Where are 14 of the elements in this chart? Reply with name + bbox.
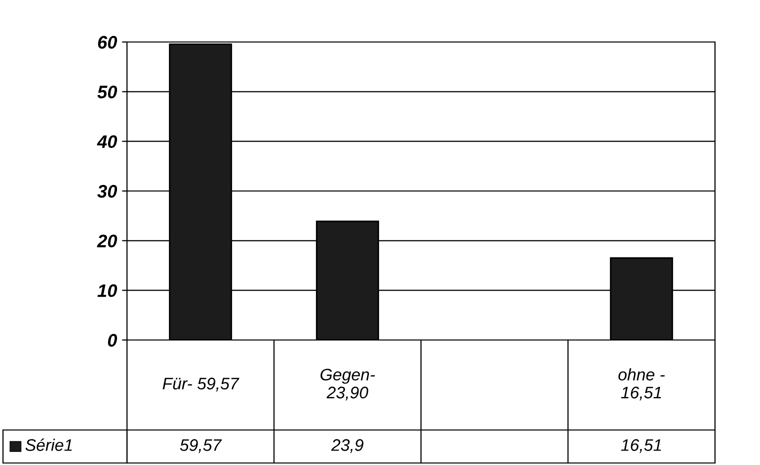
y-tick-label: 60: [98, 36, 118, 49]
legend-label: Série1: [25, 438, 72, 451]
y-tick-label: 0: [108, 334, 118, 347]
data-label: 16,51: [621, 439, 661, 453]
x-tick-label: Für- 59,57: [162, 378, 240, 392]
data-label: 59,57: [180, 439, 222, 453]
y-tick-label: 10: [97, 284, 118, 298]
y-tick-label: 20: [96, 234, 118, 248]
data-label: 23,9: [331, 439, 364, 453]
x-tick-label: Gegen- 23,90: [320, 368, 375, 400]
y-tick-label: 50: [97, 86, 118, 98]
y-tick-label: 40: [96, 135, 118, 148]
y-tick-label: 30: [97, 184, 118, 198]
x-tick-label: ohne - 16,51: [618, 368, 665, 400]
